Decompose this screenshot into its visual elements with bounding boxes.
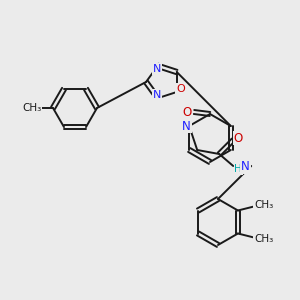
Text: H: H: [234, 164, 242, 174]
Text: CH₃: CH₃: [22, 103, 42, 113]
Text: N: N: [241, 160, 250, 173]
Text: O: O: [176, 84, 185, 94]
Text: CH₃: CH₃: [254, 200, 274, 211]
Text: O: O: [182, 106, 192, 118]
Text: N: N: [182, 119, 190, 133]
Text: CH₃: CH₃: [254, 233, 274, 244]
Text: O: O: [234, 131, 243, 145]
Text: N: N: [153, 64, 161, 74]
Text: N: N: [153, 90, 161, 100]
